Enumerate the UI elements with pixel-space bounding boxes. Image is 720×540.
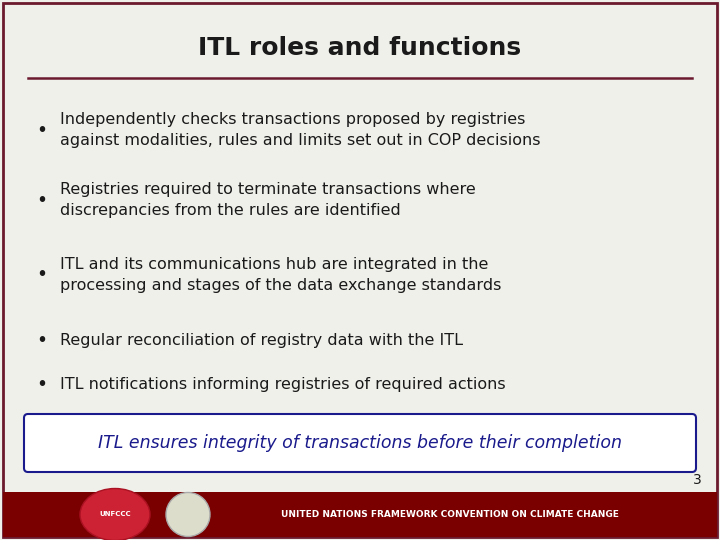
FancyBboxPatch shape — [24, 414, 696, 472]
Text: 3: 3 — [693, 473, 702, 487]
Text: •: • — [37, 191, 48, 210]
Bar — [3, 492, 717, 537]
Text: ITL ensures integrity of transactions before their completion: ITL ensures integrity of transactions be… — [98, 434, 622, 452]
Text: •: • — [37, 330, 48, 349]
Text: •: • — [37, 375, 48, 395]
Text: ITL roles and functions: ITL roles and functions — [199, 36, 521, 60]
Text: Independently checks transactions proposed by registries
against modalities, rul: Independently checks transactions propos… — [60, 112, 541, 148]
Text: Regular reconciliation of registry data with the ITL: Regular reconciliation of registry data … — [60, 333, 463, 348]
Text: UNFCCC: UNFCCC — [99, 511, 131, 517]
Text: ITL and its communications hub are integrated in the
processing and stages of th: ITL and its communications hub are integ… — [60, 257, 501, 293]
Text: ITL notifications informing registries of required actions: ITL notifications informing registries o… — [60, 377, 505, 393]
Text: Registries required to terminate transactions where
discrepancies from the rules: Registries required to terminate transac… — [60, 182, 476, 218]
Text: •: • — [37, 120, 48, 139]
Text: •: • — [37, 266, 48, 285]
Ellipse shape — [80, 489, 150, 540]
FancyBboxPatch shape — [3, 3, 717, 537]
Text: UNITED NATIONS FRAMEWORK CONVENTION ON CLIMATE CHANGE: UNITED NATIONS FRAMEWORK CONVENTION ON C… — [281, 510, 619, 519]
Circle shape — [166, 492, 210, 537]
